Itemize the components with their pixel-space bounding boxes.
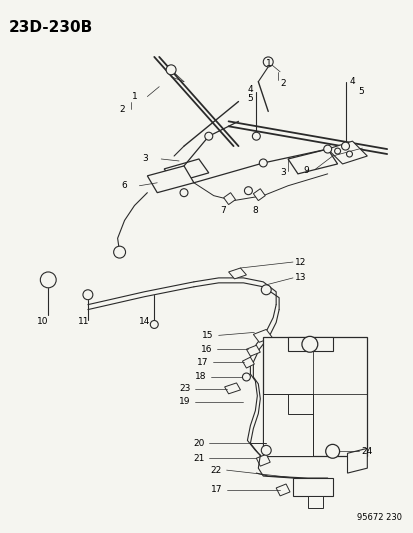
Text: 15: 15 xyxy=(202,331,213,340)
Circle shape xyxy=(259,159,267,167)
Text: 14: 14 xyxy=(139,317,150,326)
Polygon shape xyxy=(242,357,254,368)
Text: 10: 10 xyxy=(37,317,49,326)
Circle shape xyxy=(341,142,349,150)
Text: 95672 230: 95672 230 xyxy=(356,513,401,522)
Circle shape xyxy=(263,57,273,67)
Circle shape xyxy=(261,446,271,455)
Text: 12: 12 xyxy=(294,257,306,266)
Text: 20: 20 xyxy=(192,439,204,448)
Text: 16: 16 xyxy=(200,345,212,354)
Polygon shape xyxy=(253,329,271,342)
Bar xyxy=(287,337,332,351)
Text: 21: 21 xyxy=(192,454,204,463)
Circle shape xyxy=(40,272,56,288)
Circle shape xyxy=(244,187,252,195)
Text: 17: 17 xyxy=(197,358,208,367)
Text: 6: 6 xyxy=(121,181,127,190)
Text: 19: 19 xyxy=(178,397,190,406)
Bar xyxy=(263,394,312,456)
Text: 1: 1 xyxy=(266,59,271,68)
Circle shape xyxy=(301,336,317,352)
Text: 7: 7 xyxy=(220,206,226,215)
Circle shape xyxy=(323,145,331,153)
Polygon shape xyxy=(347,448,366,473)
Text: 23D-230B: 23D-230B xyxy=(9,20,93,35)
Polygon shape xyxy=(223,192,235,205)
Text: 22: 22 xyxy=(210,466,221,474)
Text: 17: 17 xyxy=(210,486,222,495)
Text: 2: 2 xyxy=(280,79,285,88)
Circle shape xyxy=(346,151,351,157)
Circle shape xyxy=(334,148,340,154)
Polygon shape xyxy=(164,159,208,183)
Polygon shape xyxy=(287,394,312,414)
Circle shape xyxy=(150,320,158,328)
Text: 23: 23 xyxy=(178,384,190,393)
Text: 4: 4 xyxy=(349,77,354,86)
Text: 4: 4 xyxy=(247,85,252,94)
Polygon shape xyxy=(327,141,366,164)
Polygon shape xyxy=(253,189,265,200)
Bar xyxy=(263,337,366,456)
Polygon shape xyxy=(147,166,193,192)
Polygon shape xyxy=(287,149,337,174)
Polygon shape xyxy=(246,345,260,356)
Text: 24: 24 xyxy=(361,447,372,456)
Circle shape xyxy=(204,132,212,140)
Text: 3: 3 xyxy=(280,168,285,177)
Polygon shape xyxy=(256,454,270,466)
Circle shape xyxy=(242,373,250,381)
Text: 5: 5 xyxy=(247,94,253,103)
Text: 9: 9 xyxy=(302,166,308,175)
Text: 8: 8 xyxy=(252,206,258,215)
Circle shape xyxy=(166,65,176,75)
Circle shape xyxy=(261,285,271,295)
Circle shape xyxy=(114,246,125,258)
Circle shape xyxy=(83,290,93,300)
Polygon shape xyxy=(292,478,332,496)
Circle shape xyxy=(252,132,260,140)
Circle shape xyxy=(325,445,339,458)
Polygon shape xyxy=(224,383,240,394)
Polygon shape xyxy=(275,484,290,496)
Text: 5: 5 xyxy=(358,87,363,96)
Text: 3: 3 xyxy=(142,155,148,164)
Circle shape xyxy=(180,189,188,197)
Text: 13: 13 xyxy=(294,273,306,282)
Polygon shape xyxy=(307,496,322,508)
Text: 11: 11 xyxy=(78,317,89,326)
Text: 2: 2 xyxy=(119,105,125,114)
Text: 18: 18 xyxy=(195,373,206,382)
Text: 1: 1 xyxy=(131,92,137,101)
Polygon shape xyxy=(228,268,246,279)
